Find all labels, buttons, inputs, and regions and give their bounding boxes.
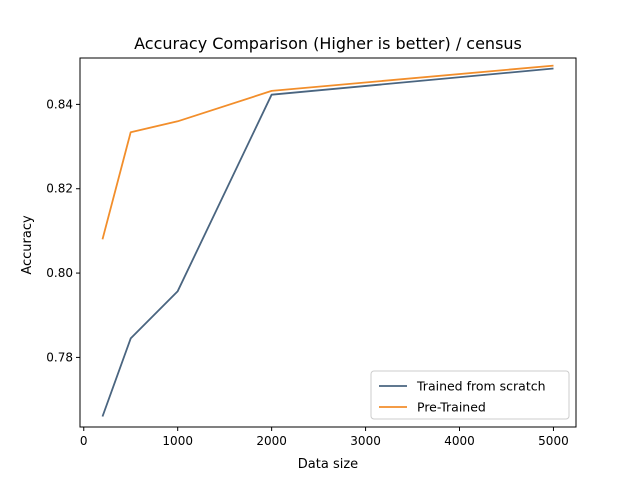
series-lines: [101, 64, 554, 417]
y-tick-label: 0.84: [46, 97, 73, 111]
y-tick-label: 0.80: [46, 266, 73, 280]
legend-label-0: Trained from scratch: [416, 379, 546, 394]
x-axis-ticks: 0 1000 2000 3000 4000 5000: [80, 427, 569, 448]
axes-frame: [79, 57, 577, 428]
x-tick-label: 3000: [350, 434, 381, 448]
x-tick-label: 4000: [444, 434, 475, 448]
y-axis-ticks: 0.78 0.80 0.82 0.84: [46, 97, 80, 364]
plot-area: [79, 57, 577, 428]
x-tick-label: 5000: [538, 434, 569, 448]
x-tick-label: 2000: [256, 434, 287, 448]
x-tick-label: 0: [80, 434, 88, 448]
x-axis-label: Data size: [298, 457, 358, 472]
x-tick-label: 1000: [162, 434, 193, 448]
legend: Trained from scratch Pre-Trained: [370, 370, 570, 420]
legend-box: [370, 370, 570, 420]
chart-title: Accuracy Comparison (Higher is better) /…: [134, 34, 522, 53]
y-tick-label: 0.78: [46, 350, 73, 364]
y-axis-label: Accuracy: [20, 215, 35, 275]
legend-label-1: Pre-Trained: [417, 400, 486, 415]
series-line-1: [101, 64, 554, 240]
y-tick-label: 0.82: [46, 182, 73, 196]
series-line-0: [101, 67, 554, 417]
